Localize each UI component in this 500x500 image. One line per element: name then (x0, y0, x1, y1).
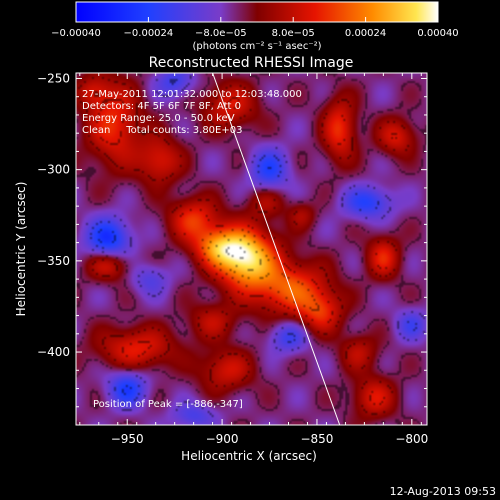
colorbar-gradient (75, 1, 439, 23)
x-tick-label: −850 (300, 432, 333, 446)
info-line-energy: Energy Range: 25.0 - 50.0 keV (82, 113, 235, 124)
x-axis: −950 −900 −850 −800 (79, 73, 428, 446)
colorbar-tick-label: −0.00024 (124, 28, 174, 39)
colorbar-tick-label: −0.00040 (51, 28, 101, 39)
y-tick-label: −300 (37, 163, 70, 177)
x-tick-label: −900 (206, 432, 239, 446)
colorbar-unit-label: (photons cm⁻² s⁻¹ asec⁻²) (192, 41, 321, 52)
x-tick-label: −800 (395, 432, 428, 446)
y-tick-label: −400 (37, 345, 70, 359)
heatmap-image (76, 73, 427, 425)
info-line-time: 27-May-2011 12:01:32.000 to 12:03:48.000 (82, 89, 302, 100)
colorbar-tick-label: 8.0e−05 (272, 28, 315, 39)
colorbar-tick-label: −8.0e−05 (195, 28, 247, 39)
colorbar-ticks: −0.00040 −0.00024 −8.0e−05 8.0e−05 0.00024 0.… (51, 17, 459, 39)
peak-position-label: Position of Peak = [-886,-347] (93, 399, 243, 410)
colorbar-tick-label: 0.00040 (417, 28, 458, 39)
colorbar: −0.00040 −0.00024 −8.0e−05 8.0e−05 0.00024 0.… (51, 1, 459, 52)
plot-frame (75, 72, 428, 426)
y-axis: −250 −300 −350 −400 (37, 71, 427, 408)
observation-info: 27-May-2011 12:01:32.000 to 12:03:48.000… (82, 89, 302, 136)
chart-title: Reconstructed RHESSI Image (149, 55, 354, 71)
info-line-detectors: Detectors: 4F 5F 6F 7F 8F, Att 0 (82, 101, 241, 112)
y-axis-label: Heliocentric Y (arcsec) (14, 182, 28, 317)
x-tick-label: −950 (111, 432, 144, 446)
solar-limb-line (212, 73, 341, 425)
x-axis-label: Heliocentric X (arcsec) (181, 449, 317, 463)
info-line-counts: Clean Total counts: 3.80E+03 (82, 125, 242, 136)
y-tick-label: −250 (37, 71, 70, 85)
y-tick-label: −350 (37, 254, 70, 268)
render-timestamp: 12-Aug-2013 09:53 (389, 485, 496, 498)
colorbar-tick-label: 0.00024 (345, 28, 386, 39)
